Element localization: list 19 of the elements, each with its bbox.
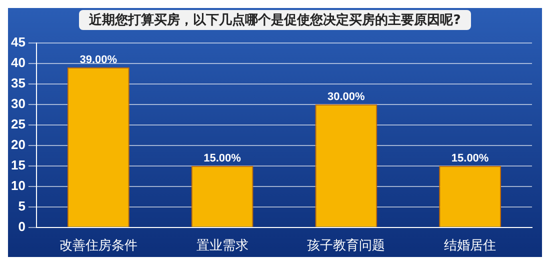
x-tick-label: 置业需求: [196, 238, 248, 254]
y-tick-label: 30: [10, 96, 26, 111]
y-tick-label: 0: [18, 218, 26, 234]
data-label: 30.00%: [328, 90, 366, 103]
y-tick-label: 25: [10, 116, 26, 132]
y-tick-label: 20: [10, 136, 26, 152]
chart-title: 近期您打算买房，以下几点哪个是促使您决定买房的主要原因呢?: [79, 10, 471, 30]
data-label: 39.00%: [80, 54, 118, 66]
y-tick-label: 10: [10, 178, 26, 193]
x-tick-label: 孩子教育问题: [307, 238, 386, 254]
y-tick-label: 35: [10, 75, 26, 90]
data-label: 15.00%: [451, 152, 489, 164]
data-label: 15.00%: [204, 152, 242, 164]
x-tick-label: 结婚居住: [444, 238, 496, 254]
y-tick-label: 45: [10, 34, 26, 50]
y-tick-label: 15: [10, 157, 26, 172]
y-tick-label: 40: [10, 54, 26, 70]
x-tick-label: 改善住房条件: [59, 238, 138, 254]
y-tick-label: 5: [18, 198, 26, 214]
